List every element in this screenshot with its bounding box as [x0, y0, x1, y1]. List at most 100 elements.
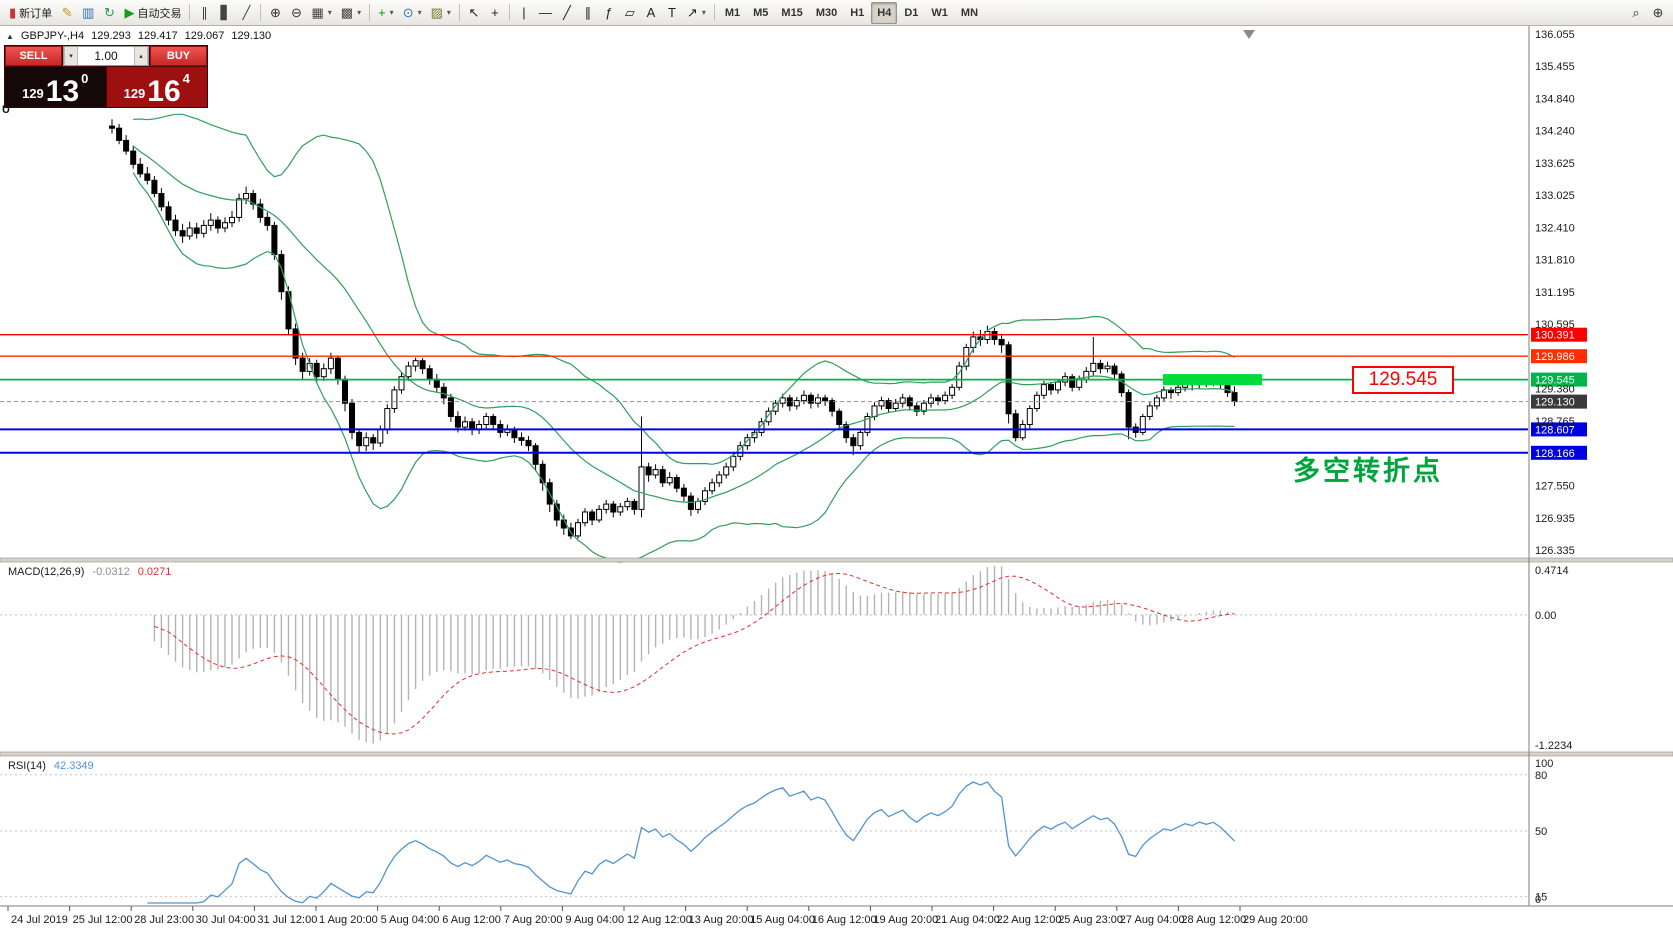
time-axis-label[interactable]: 29 Aug 20:00 — [1243, 914, 1308, 926]
time-axis-label[interactable]: 28 Aug 12:00 — [1181, 914, 1246, 926]
timeframe-button-m15[interactable]: M15 — [781, 6, 803, 19]
periods-button[interactable]: ⊙ ▾ — [399, 3, 426, 23]
time-axis-label[interactable]: 31 Jul 12:00 — [257, 914, 317, 926]
new-order-icon: ▮ — [9, 5, 17, 20]
crosshair-button[interactable]: + — [485, 3, 505, 23]
time-axis-label[interactable]: 13 Aug 20:00 — [689, 914, 754, 926]
candlestick-chart-icon: ▋ — [220, 5, 231, 20]
bid-prefix: 129 — [22, 86, 44, 101]
symbol-title: GBPJPY-,H4 — [20, 30, 85, 42]
cursor-button[interactable]: ↖ — [464, 3, 484, 23]
templates-button[interactable]: ▨ ▾ — [427, 3, 455, 23]
symbol-search-icon: ⊕ — [1652, 5, 1664, 20]
pane-separator[interactable] — [0, 557, 1673, 563]
symbol-search-button[interactable]: ⊕ — [1648, 3, 1668, 23]
ask-price-display[interactable]: 129 16 4 — [106, 67, 207, 107]
rsi-axis-label: 15 — [1535, 892, 1547, 904]
time-axis-label[interactable]: 16 Aug 12:00 — [812, 914, 877, 926]
price-tag-label: 128.166 — [1535, 448, 1575, 460]
bollinger-middle-band — [132, 145, 1235, 504]
price-tag — [1531, 422, 1587, 437]
time-axis-label[interactable]: 28 Jul 23:00 — [134, 914, 194, 926]
green-zone-rectangle[interactable] — [1163, 374, 1262, 386]
bid-pips: 13 — [45, 74, 80, 108]
tile-windows-button[interactable]: ▦ ▾ — [307, 3, 335, 23]
timeframe-button-d1[interactable]: D1 — [904, 6, 919, 19]
zoom-in-icon: ⊕ — [270, 5, 281, 20]
refresh-button[interactable]: ↻ — [99, 3, 119, 23]
time-axis-label[interactable]: 25 Aug 23:00 — [1058, 914, 1123, 926]
time-axis-label[interactable]: 22 Aug 12:00 — [997, 914, 1062, 926]
bid-price-display[interactable]: 129 13 0 — [5, 67, 106, 107]
cascade-windows-icon: ▩ — [340, 5, 354, 20]
buy-button[interactable]: BUY — [150, 46, 207, 66]
new-order-button[interactable]: ▮ 新订单 — [5, 3, 56, 23]
time-axis-label[interactable]: 27 Aug 04:00 — [1120, 914, 1185, 926]
time-axis-label[interactable]: 24 Jul 2019 — [11, 914, 68, 926]
time-axis-label[interactable]: 7 Aug 20:00 — [504, 914, 563, 926]
pane-separator[interactable] — [0, 751, 1673, 757]
vertical-line-button[interactable]: | — [514, 3, 534, 23]
timeframe-button-h4[interactable]: H4 — [871, 1, 898, 24]
time-axis-label[interactable]: 9 Aug 04:00 — [565, 914, 624, 926]
arrows-button[interactable]: ↗ ▾ — [683, 3, 710, 23]
cascade-windows-button[interactable]: ▩ ▾ — [337, 3, 365, 23]
price-callout-label[interactable]: 129.545 — [1352, 365, 1454, 394]
timeframe-button-mn[interactable]: MN — [960, 6, 979, 19]
metaeditor-button[interactable]: ✎ — [57, 3, 77, 23]
one-click-toggle-icon[interactable]: ▲ — [6, 31, 14, 41]
toolbar-separator — [508, 4, 510, 21]
timeframe-button-m1[interactable]: M1 — [724, 6, 741, 19]
candlestick-chart-button[interactable]: ▋ — [215, 3, 235, 23]
timeframe-button-w1[interactable]: W1 — [931, 6, 948, 19]
ask-prefix: 129 — [123, 86, 146, 101]
chart-shift-marker[interactable] — [1243, 30, 1255, 39]
line-chart-button[interactable]: ╱ — [236, 3, 256, 23]
price-tag-label: 128.607 — [1535, 424, 1575, 436]
volume-decrease-button[interactable]: ▾ — [64, 47, 78, 65]
time-axis-label[interactable]: 30 Jul 04:00 — [196, 914, 256, 926]
indicators-button[interactable]: + ▾ — [374, 3, 398, 23]
timeframe-button-m5[interactable]: M5 — [753, 6, 769, 19]
price-tag-label: 129.130 — [1535, 397, 1575, 409]
sell-button[interactable]: SELL — [5, 46, 62, 66]
price-axis-label: 130.595 — [1535, 319, 1575, 331]
trendline-button[interactable]: ╱ — [557, 3, 577, 23]
bar-chart-button[interactable]: ∥ — [194, 3, 214, 23]
indicators-icon: + — [378, 5, 386, 20]
shapes-button[interactable]: ▱ — [620, 3, 640, 23]
time-axis-label[interactable]: 19 Aug 20:00 — [873, 914, 938, 926]
timeframe-button-m30[interactable]: M30 — [815, 6, 838, 19]
time-axis-label[interactable]: 12 Aug 12:00 — [627, 914, 692, 926]
chart-annotation-text[interactable]: 多空转折点 — [1293, 455, 1443, 486]
volume-box: ▾ ▴ — [63, 46, 149, 66]
metaeditor-icon: ✎ — [61, 5, 73, 20]
price-tag — [1531, 349, 1587, 364]
horizontal-line-button[interactable]: — — [535, 3, 556, 23]
zoom-out-button[interactable]: ⊖ — [286, 3, 306, 23]
time-axis-label[interactable]: 21 Aug 04:00 — [935, 914, 1000, 926]
time-axis-label[interactable]: 25 Jul 12:00 — [73, 914, 133, 926]
channel-button[interactable]: ∥ — [578, 3, 598, 23]
time-axis-label[interactable]: 6 Aug 12:00 — [442, 914, 501, 926]
toolbar-separator — [458, 4, 460, 21]
zoom-in-button[interactable]: ⊕ — [265, 3, 285, 23]
price-axis-label: 131.810 — [1535, 254, 1575, 266]
autotrading-button[interactable]: ▶ 自动交易 — [120, 3, 185, 23]
volume-input[interactable] — [78, 47, 134, 65]
time-axis-label[interactable]: 1 Aug 20:00 — [319, 914, 378, 926]
text-label-button[interactable]: T — [662, 3, 682, 23]
search-button[interactable]: ⌕ — [1626, 3, 1646, 23]
fibonacci-button[interactable]: ƒ — [599, 3, 619, 23]
chevron-down-icon: ▾ — [327, 8, 332, 17]
bar-high-value: 129.417 — [137, 30, 178, 42]
time-axis-label[interactable]: 5 Aug 04:00 — [381, 914, 440, 926]
volume-increase-button[interactable]: ▴ — [134, 47, 148, 65]
clipped-indicator-label: U — [2, 104, 10, 116]
timeframe-button-h1[interactable]: H1 — [850, 6, 865, 19]
price-axis-label: 129.380 — [1535, 383, 1575, 395]
time-axis-label[interactable]: 15 Aug 04:00 — [750, 914, 815, 926]
market-watch-button[interactable]: ▥ — [78, 3, 98, 23]
text-button[interactable]: A — [641, 3, 661, 23]
